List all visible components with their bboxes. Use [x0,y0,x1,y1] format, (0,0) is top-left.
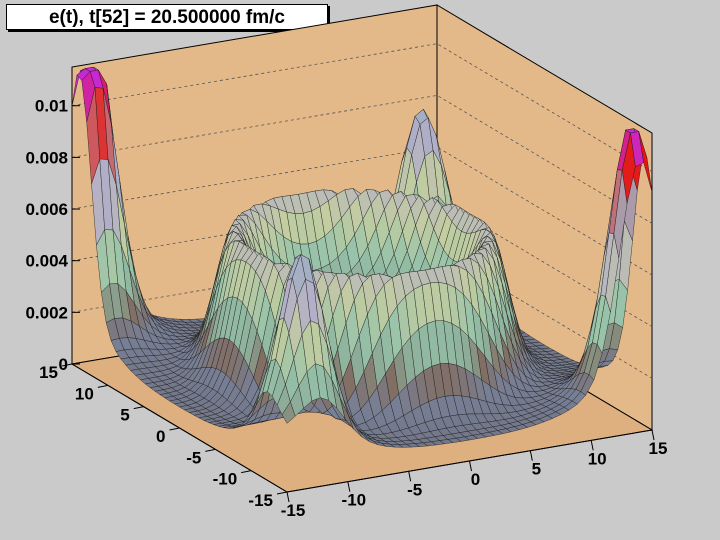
x-tick-label: 10 [588,449,607,468]
y-tick-mark [133,406,144,410]
x-tick-mark [286,491,290,503]
plot-title-box: e(t), t[52] = 20.500000 fm/c [6,4,328,30]
x-tick-label: 15 [649,439,668,458]
plot-title: e(t), t[52] = 20.500000 fm/c [48,7,286,28]
z-tick-label: 0.004 [25,252,68,271]
x-tick-mark [651,429,655,441]
z-tick-label: 0 [59,355,68,374]
z-tick-label: 0.002 [25,303,68,322]
x-tick-mark [408,471,412,482]
y-tick-label: 0 [156,427,165,446]
y-tick-label: 10 [75,384,94,403]
x-tick-mark [469,460,472,472]
x-tick-mark [529,450,533,461]
y-tick-label: -5 [186,448,201,467]
y-tick-label: -10 [213,470,238,489]
x-tick-mark [347,481,351,492]
x-tick-label: 5 [532,460,541,479]
surface-cell [638,131,653,193]
y-tick-mark [61,363,73,367]
y-tick-label: 5 [120,406,129,425]
surface-mesh [71,66,653,448]
y-tick-mark [276,491,288,495]
x-tick-label: -5 [407,480,422,499]
x-tick-mark [590,440,594,451]
z-tick-label: 0.01 [35,97,68,116]
x-tick-label: -10 [342,491,367,510]
x-tick-label: -15 [281,501,306,520]
y-tick-mark [97,384,108,388]
y-tick-mark [205,448,216,452]
y-tick-label: -15 [248,491,273,510]
y-tick-label: 15 [39,363,58,382]
x-tick-label: 0 [471,470,480,489]
y-tick-mark [241,470,252,474]
z-tick-label: 0.008 [25,148,68,167]
z-tick-label: 0.006 [25,200,68,219]
y-tick-mark [169,427,180,431]
